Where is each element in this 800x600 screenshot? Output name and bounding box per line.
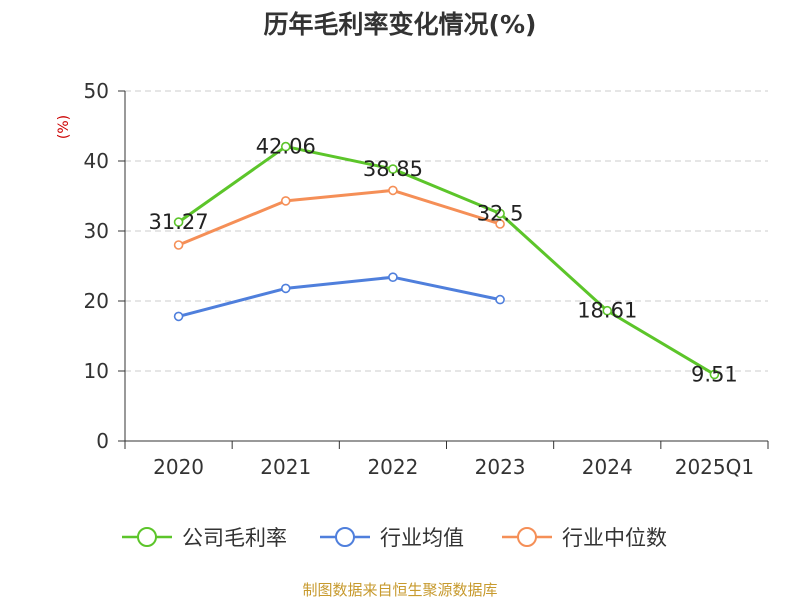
data-point-2-0: [173, 240, 184, 250]
chart-title: 历年毛利率变化情况(%): [264, 10, 537, 39]
x-tick-label-2021: 2021: [260, 455, 311, 479]
y-tick-label: 50: [84, 79, 109, 103]
legend-item-2[interactable]: 行业中位数: [502, 526, 667, 550]
legend: 公司毛利率 行业均值 行业中位数: [122, 526, 667, 550]
legend-marker: [517, 527, 537, 547]
data-point-1-3: [495, 294, 505, 305]
series-line-0: [177, 145, 716, 376]
x-tick-label-2025Q1: 2025Q1: [675, 455, 754, 479]
series-points: [173, 141, 720, 380]
legend-label: 行业均值: [380, 526, 464, 550]
y-axis-ticks: 0 10 20 30 40 50: [84, 79, 125, 453]
axes: [124, 91, 768, 442]
data-point-2-1: [280, 196, 291, 206]
series-line-1: [178, 275, 501, 318]
x-tick-label-2023: 2023: [475, 455, 526, 479]
x-tick-label-2020: 2020: [153, 455, 204, 479]
data-label-2025Q1: 9.51: [691, 362, 738, 386]
legend-marker: [335, 527, 355, 547]
data-point-0-0: [173, 217, 184, 227]
data-point-1-2: [388, 272, 398, 283]
y-axis-unit: (%): [56, 115, 72, 139]
data-point-0-4: [602, 305, 613, 316]
data-labels: 31.27 42.06 38.85 32.5 18.61 9.51: [149, 135, 738, 387]
source-note: 制图数据来自恒生聚源数据库: [302, 581, 497, 599]
data-point-0-2: [388, 164, 398, 174]
data-point-2-2: [388, 185, 398, 196]
data-point-0-3: [495, 208, 505, 219]
legend-item-0[interactable]: 公司毛利率: [122, 526, 287, 550]
y-tick-label: 10: [84, 359, 109, 383]
series-lines: [177, 145, 716, 376]
data-point-1-0: [173, 311, 184, 322]
data-point-1-1: [280, 283, 291, 294]
data-point-0-5: [709, 369, 720, 380]
data-point-2-3: [495, 219, 505, 229]
y-tick-label: 0: [96, 429, 109, 453]
data-label-2021: 42.06: [256, 135, 316, 159]
legend-label: 行业中位数: [562, 526, 667, 550]
y-tick-label: 30: [84, 219, 109, 243]
data-label-2020: 31.27: [149, 210, 209, 234]
data-label-2022: 38.85: [363, 157, 423, 181]
series-line-2: [178, 188, 501, 247]
grid-lines: [125, 90, 768, 372]
x-axis-ticks: 2020 2021 2022 2023 2024 2025Q1: [124, 441, 769, 479]
y-tick-label: 40: [84, 149, 109, 173]
legend-marker: [137, 527, 157, 547]
legend-item-1[interactable]: 行业均值: [320, 526, 464, 550]
y-tick-label: 20: [84, 289, 109, 313]
data-label-2023: 32.5: [477, 202, 524, 226]
legend-label: 公司毛利率: [182, 526, 287, 550]
data-point-0-1: [280, 141, 291, 152]
data-label-2024: 18.61: [577, 299, 637, 323]
x-tick-label-2024: 2024: [582, 455, 633, 479]
x-tick-label-2022: 2022: [367, 455, 418, 479]
